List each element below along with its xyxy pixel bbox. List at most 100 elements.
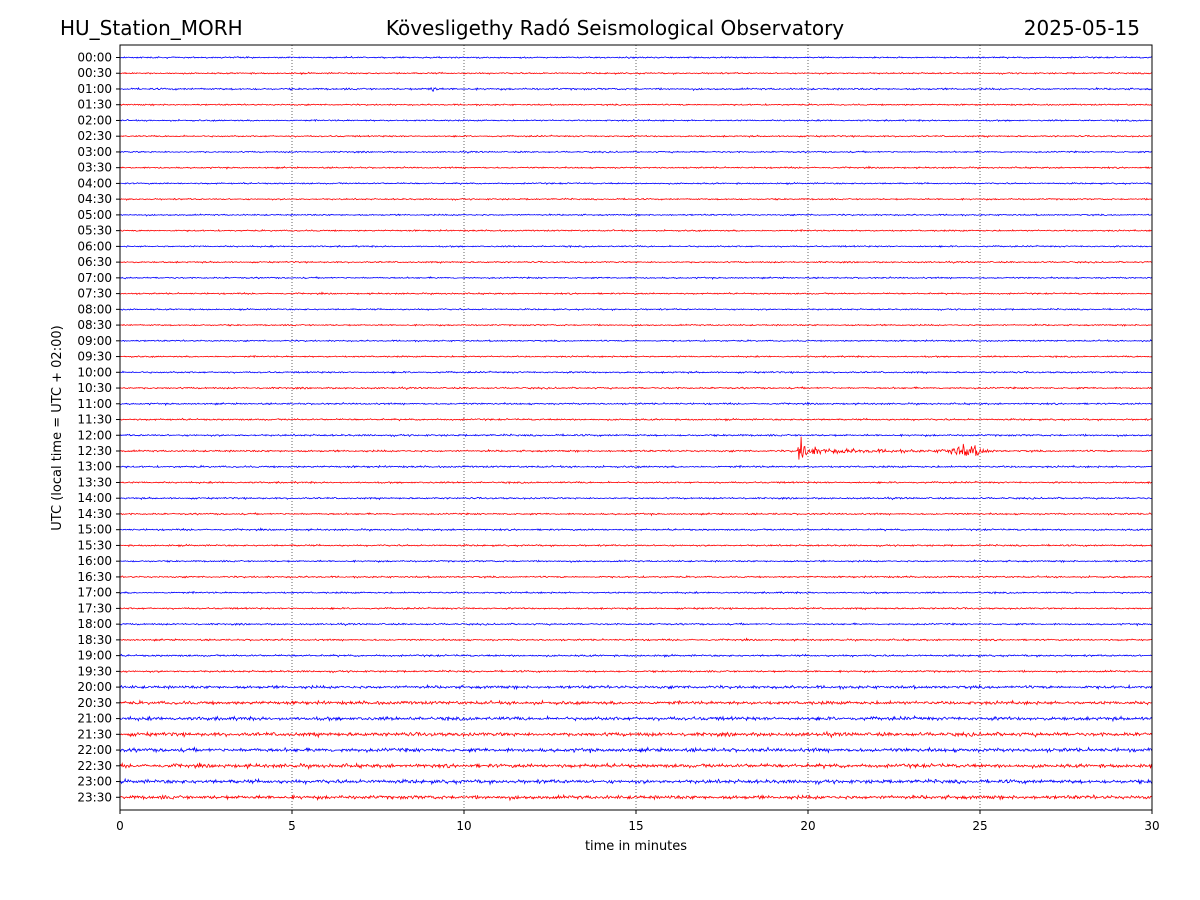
trace-0030 [119, 71, 1153, 76]
trace-1730 [119, 606, 1153, 611]
trace-0200 [119, 118, 1153, 123]
y-tick-label: 16:00 [77, 554, 112, 568]
y-tick-label: 18:30 [77, 633, 112, 647]
trace-1900 [119, 653, 1153, 658]
trace-1800 [119, 622, 1153, 627]
y-tick-label: 11:30 [77, 413, 112, 427]
trace-1530 [119, 543, 1153, 548]
record-date: 2025-05-15 [1024, 16, 1140, 40]
trace-0800 [119, 307, 1153, 312]
trace-0100 [119, 86, 1153, 92]
y-tick-label: 05:00 [77, 208, 112, 222]
y-tick-label: 12:30 [77, 444, 112, 458]
trace-2230 [119, 762, 1153, 771]
x-tick-label: 5 [288, 819, 296, 833]
x-axis-label: time in minutes [585, 839, 687, 854]
y-tick-label: 04:00 [77, 176, 112, 190]
trace-1400 [119, 496, 1153, 501]
y-tick-label: 17:30 [77, 601, 112, 615]
y-tick-label: 15:30 [77, 538, 112, 552]
y-tick-label: 19:00 [77, 649, 112, 663]
trace-0600 [119, 244, 1153, 249]
y-tick-label: 06:00 [77, 239, 112, 253]
trace-1330 [119, 480, 1153, 485]
y-tick-label: 03:30 [77, 161, 112, 175]
y-tick-label: 13:00 [77, 460, 112, 474]
trace-2000 [119, 683, 1153, 691]
y-tick-label: 08:30 [77, 318, 112, 332]
x-tick-label: 0 [116, 819, 124, 833]
trace-1200 [119, 433, 1153, 438]
trace-0700 [119, 276, 1153, 280]
y-tick-label: 02:00 [77, 113, 112, 127]
trace-1830 [119, 637, 1153, 642]
trace-0930 [119, 354, 1153, 359]
trace-2130 [119, 730, 1153, 739]
trace-2200 [119, 746, 1153, 754]
trace-2300 [119, 777, 1153, 786]
vertical-gridlines [291, 45, 981, 810]
y-tick-label: 08:00 [77, 302, 112, 316]
trace-1000 [119, 370, 1153, 375]
trace-1600 [119, 559, 1153, 564]
trace-2030 [119, 699, 1153, 706]
trace-0630 [119, 260, 1153, 264]
y-tick-label: 09:30 [77, 350, 112, 364]
y-axis-label: UTC (local time = UTC + 02:00) [50, 325, 65, 530]
x-tick-label: 20 [800, 819, 815, 833]
trace-0430 [119, 197, 1153, 201]
y-tick-label: 12:00 [77, 428, 112, 442]
trace-1030 [119, 386, 1153, 391]
y-tick-label: 18:00 [77, 617, 112, 631]
y-tick-label: 01:00 [77, 82, 112, 96]
trace-1300 [119, 464, 1153, 469]
y-tick-label: 06:30 [77, 255, 112, 269]
trace-0400 [119, 181, 1153, 186]
trace-1500 [119, 527, 1153, 532]
y-tick-label: 16:30 [77, 570, 112, 584]
y-tick-label: 21:00 [77, 712, 112, 726]
x-axis-ticks: 0 5 10 15 20 25 30 [116, 810, 1160, 833]
y-tick-label: 03:00 [77, 145, 112, 159]
y-tick-label: 21:30 [77, 727, 112, 741]
y-tick-label: 14:00 [77, 491, 112, 505]
trace-0300 [119, 150, 1153, 154]
y-tick-label: 22:00 [77, 743, 112, 757]
y-tick-label: 19:30 [77, 664, 112, 678]
y-tick-label: 11:00 [77, 397, 112, 411]
trace-0500 [119, 213, 1153, 217]
y-tick-label: 00:30 [77, 66, 112, 80]
plot-frame [119, 44, 1153, 811]
trace-2100 [119, 714, 1153, 723]
seismic-traces [119, 55, 1153, 802]
y-tick-label: 15:00 [77, 523, 112, 537]
trace-0330 [119, 165, 1153, 170]
x-tick-label: 30 [1144, 819, 1159, 833]
trace-1430 [119, 512, 1153, 517]
y-tick-label: 04:30 [77, 192, 112, 206]
trace-0530 [119, 228, 1153, 233]
trace-1630 [119, 575, 1153, 579]
y-tick-label: 01:30 [77, 98, 112, 112]
trace-1130 [119, 417, 1153, 422]
y-tick-label: 17:00 [77, 586, 112, 600]
x-tick-label: 25 [972, 819, 987, 833]
y-tick-label: 23:00 [77, 775, 112, 789]
y-tick-label: 20:30 [77, 696, 112, 710]
trace-1100 [119, 401, 1153, 407]
trace-0230 [119, 134, 1153, 138]
trace-0000 [119, 55, 1153, 60]
y-tick-label: 07:30 [77, 287, 112, 301]
trace-0900 [119, 339, 1153, 343]
trace-0730 [119, 291, 1153, 296]
trace-1930 [119, 669, 1153, 674]
y-tick-label: 07:00 [77, 271, 112, 285]
y-tick-label: 09:00 [77, 334, 112, 348]
trace-1230 [119, 436, 1153, 460]
trace-0830 [119, 323, 1153, 327]
x-tick-label: 10 [456, 819, 471, 833]
y-tick-label: 02:30 [77, 129, 112, 143]
y-tick-label: 23:30 [77, 790, 112, 804]
